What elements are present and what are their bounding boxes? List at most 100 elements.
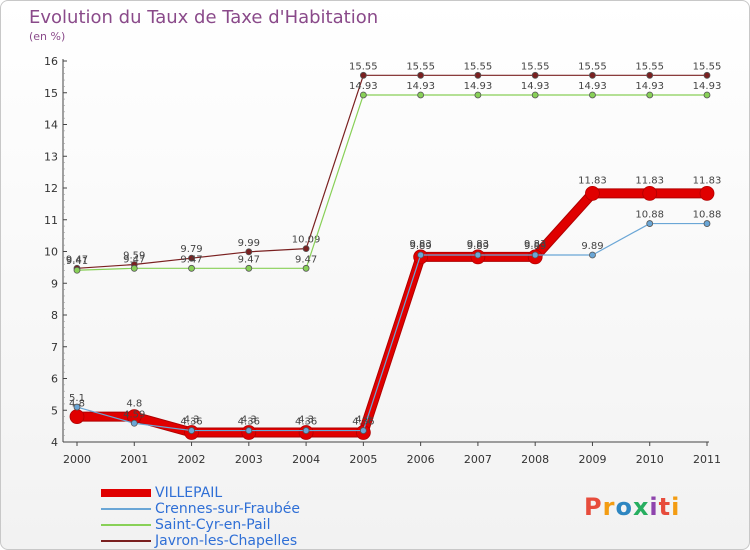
data-point	[188, 427, 195, 434]
legend-swatch	[101, 540, 151, 542]
data-label: 15.55	[578, 61, 607, 72]
data-label: 9.47	[180, 254, 202, 265]
y-tick-label: 13	[44, 150, 58, 163]
data-label: 11.83	[578, 175, 607, 186]
data-point	[589, 91, 596, 99]
data-label: 14.93	[635, 81, 664, 92]
data-label: 15.55	[693, 61, 722, 72]
y-tick-label: 6	[51, 373, 58, 386]
data-point	[585, 185, 600, 201]
data-label: 4.8	[126, 399, 142, 410]
data-label: 4.3	[184, 414, 200, 425]
data-label: 15.55	[521, 61, 550, 72]
data-label: 10.88	[635, 210, 664, 221]
data-point	[703, 71, 711, 79]
legend-swatch	[101, 489, 151, 497]
data-point	[359, 71, 367, 79]
data-label: 9.47	[295, 254, 317, 265]
data-point	[73, 266, 81, 274]
data-point	[531, 251, 539, 259]
y-tick-label: 15	[44, 87, 58, 100]
x-tick-label: 2009	[578, 453, 606, 466]
chart-unit: (en %)	[29, 30, 66, 43]
x-tick-label: 2010	[636, 453, 664, 466]
data-label: 9.83	[410, 239, 432, 250]
data-label: 11.83	[693, 175, 722, 186]
legend-label: Javron-les-Chapelles	[155, 533, 298, 549]
data-label: 9.47	[123, 254, 145, 265]
data-point	[302, 245, 310, 253]
data-point	[417, 71, 425, 79]
data-point	[703, 220, 711, 227]
data-label: 9.59	[123, 251, 145, 262]
data-point	[531, 91, 539, 99]
data-label: 9.89	[524, 241, 546, 252]
data-point	[302, 427, 310, 434]
data-label: 15.55	[635, 61, 664, 72]
data-label: 9.47	[66, 254, 88, 265]
data-label: 15.55	[406, 61, 435, 72]
data-label: 9.89	[410, 241, 432, 252]
x-tick-label: 2000	[63, 453, 91, 466]
data-point	[474, 91, 482, 99]
y-tick-label: 7	[51, 341, 58, 354]
series-line	[76, 222, 708, 432]
data-label: 4.36	[180, 417, 202, 428]
chart-title: Evolution du Taux de Taxe d'Habitation	[29, 7, 379, 28]
x-tick-label: 2002	[178, 453, 206, 466]
data-label: 14.93	[521, 81, 550, 92]
data-label: 4.36	[238, 417, 260, 428]
y-tick-label: 14	[44, 119, 58, 132]
x-tick-label: 2006	[407, 453, 435, 466]
data-label: 11.83	[635, 175, 664, 186]
y-tick-label: 12	[44, 182, 58, 195]
x-tick-label: 2007	[464, 453, 492, 466]
data-point	[589, 251, 596, 259]
data-label: 4.36	[295, 417, 317, 428]
data-label: 4.3	[241, 414, 257, 425]
data-point	[417, 251, 425, 259]
data-label: 4.3	[298, 414, 314, 425]
y-tick-label: 4	[51, 436, 58, 449]
data-label: 14.93	[578, 81, 607, 92]
data-label: 9.41	[66, 256, 88, 267]
data-point	[699, 185, 715, 201]
proxiti-logo: Proxiti	[584, 493, 681, 521]
data-point	[302, 264, 310, 272]
data-label: 10.88	[693, 210, 722, 221]
data-point	[646, 91, 654, 99]
data-point	[703, 91, 711, 99]
data-point	[642, 185, 658, 201]
data-point	[73, 403, 81, 411]
data-point	[359, 91, 367, 99]
legend-item-javron: Javron-les-Chapelles	[101, 533, 300, 549]
series-line	[76, 74, 708, 269]
data-label: 15.55	[349, 61, 378, 72]
data-point	[245, 427, 253, 434]
series-line	[76, 94, 708, 271]
legend-item-villepail: VILLEPAIL	[101, 485, 300, 501]
legend-label: Crennes-sur-Fraubée	[155, 501, 300, 517]
y-tick-label: 16	[44, 55, 58, 68]
y-tick-label: 9	[51, 277, 58, 290]
data-point	[188, 264, 195, 272]
data-label: 9.79	[180, 244, 202, 255]
data-point	[245, 264, 253, 272]
data-point	[474, 251, 482, 259]
legend: VILLEPAIL Crennes-sur-Fraubée Saint-Cyr-…	[101, 485, 300, 549]
x-tick-label: 2003	[235, 453, 263, 466]
data-label: 14.93	[693, 81, 722, 92]
data-point	[188, 254, 195, 262]
data-label: 15.55	[464, 61, 493, 72]
data-point	[417, 91, 425, 99]
data-label: 4.3	[355, 414, 371, 425]
y-tick-label: 10	[44, 246, 58, 259]
series-line	[73, 189, 711, 437]
legend-label: VILLEPAIL	[155, 485, 223, 501]
x-tick-label: 2001	[120, 453, 148, 466]
y-tick-label: 11	[44, 214, 58, 227]
legend-item-saint-cyr: Saint-Cyr-en-Pail	[101, 517, 300, 533]
data-label: 9.47	[238, 254, 260, 265]
data-label: 9.89	[467, 241, 489, 252]
